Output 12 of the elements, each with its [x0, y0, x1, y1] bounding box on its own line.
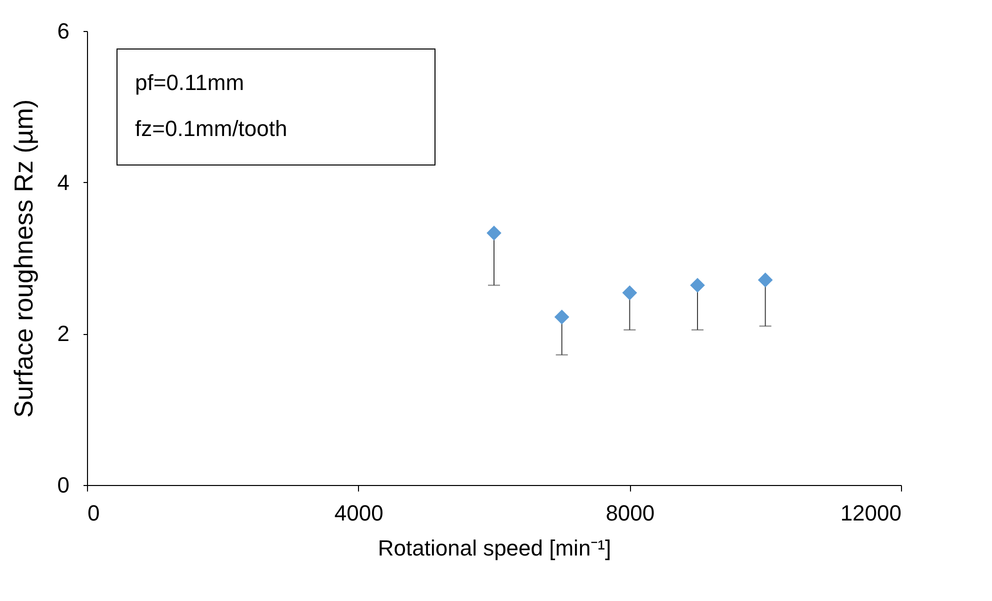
- x-tick-label: 12000: [840, 500, 902, 526]
- x-tick-label: 4000: [334, 500, 384, 526]
- y-axis-title: Surface roughness Rz (µm): [8, 99, 38, 418]
- x-axis-title: Rotational speed [min⁻¹]: [378, 536, 612, 560]
- x-tick-label: 0: [88, 500, 100, 526]
- annotation: fz=0.1mm/tooth: [135, 116, 288, 141]
- y-tick-label: 2: [57, 321, 70, 346]
- y-tick-label: 0: [57, 472, 70, 498]
- x-tick-label: 8000: [606, 500, 655, 526]
- annotation: pf=0.11mm: [135, 70, 244, 95]
- y-tick-label: 4: [57, 170, 70, 195]
- y-tick-label: 6: [57, 18, 70, 44]
